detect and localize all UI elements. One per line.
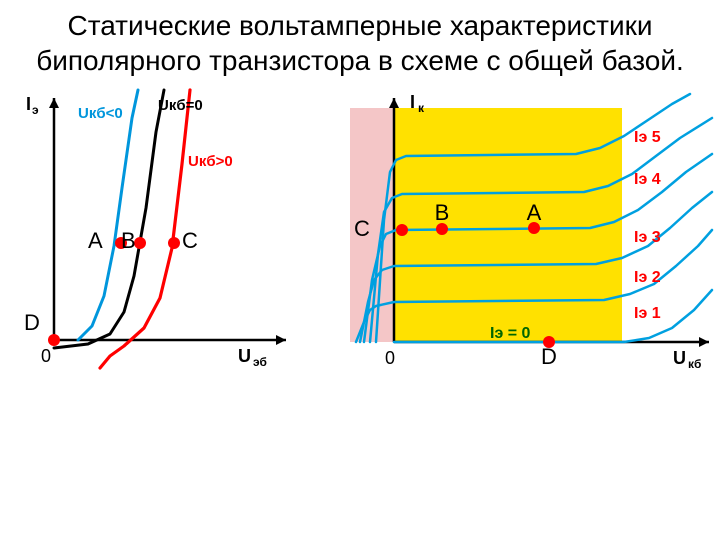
right-chart-svg: Iэ 5 Iэ 4 Iэ 3 Iэ 2 Iэ 1 Iэ = 0 C B A D Iк Uкб 0	[314, 88, 714, 388]
point-label-D: D	[541, 344, 557, 369]
active-region	[394, 108, 622, 342]
y-axis-arrowhead	[389, 98, 399, 108]
y-axis-arrowhead	[49, 98, 59, 108]
page-title: Статические вольтамперные характеристики…	[0, 0, 720, 82]
x-axis-label: U	[238, 346, 251, 366]
curve-label-3: Iэ 2	[634, 269, 661, 286]
curve-label-1: Uкб=0	[158, 97, 203, 114]
point-label-D: D	[24, 310, 40, 335]
point-C	[396, 224, 408, 236]
origin-label: 0	[385, 348, 395, 368]
curve-label-2: Uкб>0	[188, 153, 233, 170]
left-chart-svg: Uкб<0 Uкб=0 Uкб>0 AB C D Iэ Uэб 0	[6, 88, 296, 388]
x-axis-label-sub: кб	[688, 357, 701, 371]
curve-label-1: Iэ 4	[634, 171, 661, 188]
curve-Ukb_eq_0	[54, 90, 164, 348]
point-D	[48, 334, 60, 346]
origin-label: 0	[41, 346, 51, 366]
curve-label-0: Uкб<0	[78, 105, 123, 122]
point-B	[134, 237, 146, 249]
x-axis-arrowhead	[699, 337, 709, 347]
curve-label-2: Iэ 3	[634, 229, 661, 246]
curve-label-0: Iэ 5	[634, 129, 661, 146]
curve-label-5: Iэ = 0	[490, 325, 531, 342]
point-label-C: C	[182, 228, 198, 253]
y-axis-label-sub: к	[418, 101, 425, 115]
x-axis-label: U	[673, 348, 686, 368]
x-axis-label-sub: эб	[253, 355, 267, 369]
point-label-B: B	[121, 228, 136, 253]
input-characteristics-chart: Uкб<0 Uкб=0 Uкб>0 AB C D Iэ Uэб 0	[6, 88, 296, 393]
point-C	[168, 237, 180, 249]
curve-label-4: Iэ 1	[634, 305, 661, 322]
point-label-B: B	[435, 200, 450, 225]
curve-Ukb_lt_0	[78, 90, 138, 340]
y-axis-label: I	[410, 92, 415, 112]
x-axis-arrowhead	[276, 335, 286, 345]
charts-row: Uкб<0Uкб=0Uкб>0ABCDIэUэб0 Iэ 5Iэ 4Iэ 3Iэ…	[0, 88, 720, 393]
y-axis-label-sub: э	[32, 103, 39, 117]
point-label-A: A	[88, 228, 103, 253]
point-label-C: C	[354, 216, 370, 241]
y-axis-label: I	[26, 94, 31, 114]
output-characteristics-chart: Iэ 5 Iэ 4 Iэ 3 Iэ 2 Iэ 1 Iэ = 0 C B A D Iк Uкб 0	[314, 88, 714, 393]
point-label-A: A	[527, 200, 542, 225]
